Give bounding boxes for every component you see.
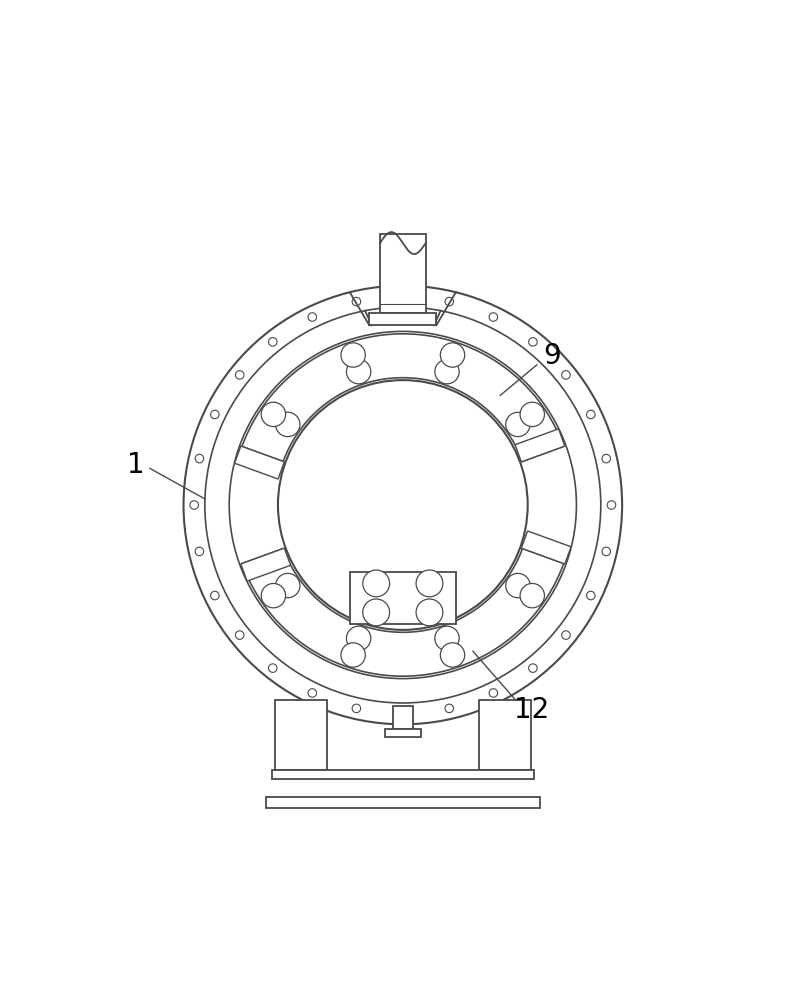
Circle shape [416, 599, 443, 626]
Circle shape [399, 709, 407, 718]
Circle shape [341, 643, 365, 667]
Circle shape [520, 583, 545, 608]
Circle shape [190, 501, 198, 509]
Circle shape [347, 626, 371, 651]
Text: 9: 9 [543, 342, 561, 370]
Bar [350, 572, 456, 624]
Bar [272, 770, 534, 779]
Circle shape [211, 410, 219, 419]
Circle shape [236, 631, 244, 639]
Circle shape [230, 331, 576, 679]
Circle shape [363, 570, 390, 597]
Circle shape [435, 359, 459, 384]
Circle shape [602, 547, 611, 556]
Circle shape [562, 371, 570, 379]
Circle shape [261, 583, 285, 608]
Polygon shape [241, 548, 291, 581]
Circle shape [195, 454, 204, 463]
Circle shape [440, 643, 465, 667]
Circle shape [608, 501, 615, 509]
Circle shape [261, 402, 285, 427]
Circle shape [352, 704, 361, 713]
Circle shape [445, 704, 454, 713]
Polygon shape [234, 446, 285, 479]
Circle shape [341, 343, 365, 367]
Polygon shape [515, 429, 565, 462]
Circle shape [195, 547, 204, 556]
Circle shape [586, 410, 595, 419]
Circle shape [269, 338, 277, 346]
Circle shape [205, 307, 601, 703]
Bar [380, 234, 426, 313]
Circle shape [416, 570, 443, 597]
Circle shape [529, 338, 537, 346]
Circle shape [440, 343, 465, 367]
Circle shape [489, 689, 498, 697]
Circle shape [276, 412, 300, 437]
Text: 12: 12 [514, 696, 549, 724]
Circle shape [445, 297, 454, 306]
Circle shape [505, 573, 530, 598]
Circle shape [347, 359, 371, 384]
Circle shape [586, 591, 595, 600]
Circle shape [276, 573, 300, 598]
Circle shape [278, 380, 527, 630]
Circle shape [562, 631, 570, 639]
Bar [266, 797, 540, 808]
Circle shape [399, 292, 407, 301]
Polygon shape [521, 531, 571, 564]
Circle shape [236, 371, 244, 379]
Bar [384, 729, 421, 737]
Bar [479, 700, 531, 770]
Polygon shape [242, 334, 564, 461]
Circle shape [269, 664, 277, 672]
Circle shape [308, 689, 317, 697]
Circle shape [352, 297, 361, 306]
Circle shape [308, 313, 317, 321]
Circle shape [435, 626, 459, 651]
Circle shape [183, 286, 623, 724]
Circle shape [529, 664, 537, 672]
Polygon shape [242, 549, 564, 676]
Circle shape [520, 402, 545, 427]
Circle shape [489, 313, 498, 321]
Text: 1: 1 [127, 451, 145, 479]
Bar [393, 706, 413, 729]
Bar [369, 313, 436, 325]
Circle shape [602, 454, 611, 463]
Circle shape [363, 599, 390, 626]
Bar [275, 700, 327, 770]
Circle shape [505, 412, 530, 437]
Circle shape [211, 591, 219, 600]
